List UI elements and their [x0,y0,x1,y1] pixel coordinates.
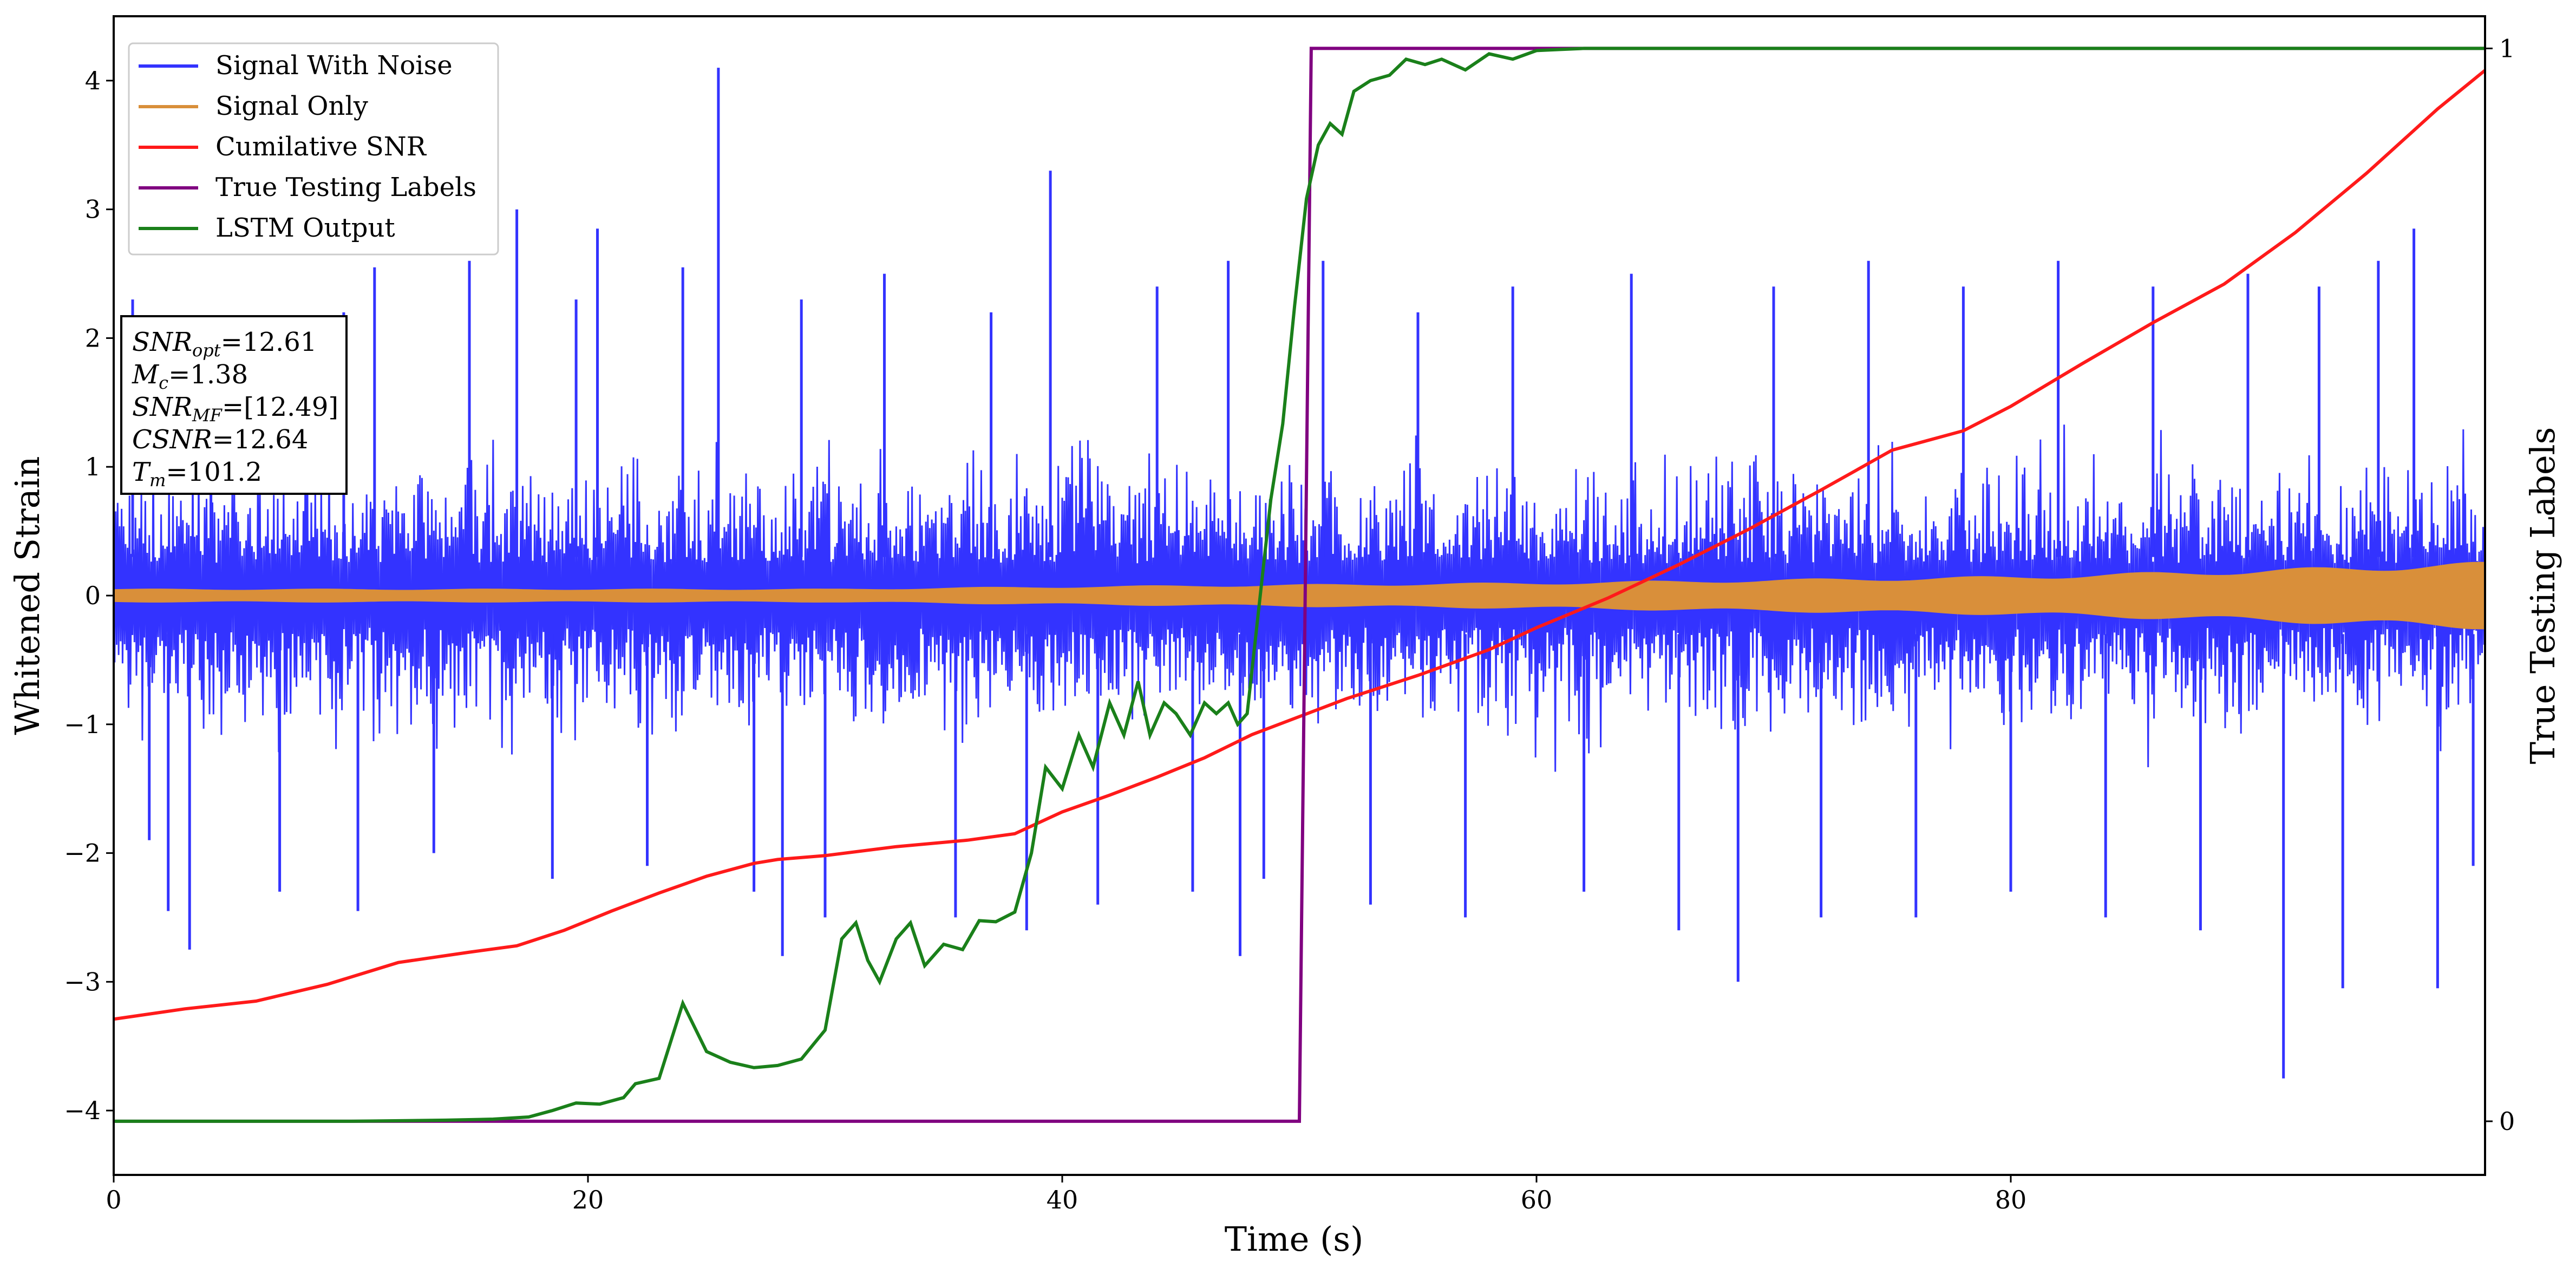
info-box-frame [120,315,348,495]
y-tick-label: 0 [85,581,101,610]
x-axis-label: Time (s) [1225,1219,1364,1259]
x-tick-label: 40 [1047,1185,1078,1214]
y-tick-label: −3 [64,967,101,996]
y-tick-label: 4 [85,66,101,95]
info-tm: Tm=101.2 [132,457,262,491]
info-snr-opt: SNRopt=12.61 [132,327,317,361]
info-snr-mf: SNRMF=[12.49] [132,392,338,426]
y-right-tick-label: 1 [2499,34,2515,63]
x-tick-label: 20 [572,1185,604,1214]
y-tick-label: −4 [64,1096,101,1125]
y-axis-right-label: True Testing Labels [2523,427,2562,765]
y-axis-label: Whitened Strain [8,456,47,735]
series-lstm-output [114,47,2485,1123]
x-tick-label: 80 [1995,1185,2027,1214]
series-signal-with-noise [114,424,2485,772]
y-tick-label: 1 [85,452,101,481]
info-mc: Mc=1.38 [132,360,248,393]
series-signal-only [114,561,2485,630]
y-tick-label: 2 [85,323,101,352]
legend-cumulative-snr-label: Cumilative SNR [215,132,427,162]
legend-frame [128,42,499,256]
y-tick-label: −1 [64,710,101,739]
y-tick-label: 3 [85,195,101,224]
legend-signal-only-label: Signal Only [215,91,368,121]
series-cumulative-snr [114,69,2485,1021]
y-right-tick-label: 0 [2499,1107,2515,1136]
legend-signal-with-noise-label: Signal With Noise [215,50,453,81]
info-box: SNRopt=12.61 Mc=1.38 SNRMF=[12.49] CSNR=… [120,315,348,495]
y-tick-label: −2 [64,839,101,868]
x-tick-label: 60 [1521,1185,1553,1214]
legend-true-testing-labels-label: True Testing Labels [215,172,476,202]
x-tick-label: 0 [106,1185,121,1214]
legend-lstm-output-label: LSTM Output [215,213,395,243]
legend: Signal With Noise Signal Only Cumilative S… [128,42,499,256]
info-csnr: CSNR=12.64 [132,424,308,455]
